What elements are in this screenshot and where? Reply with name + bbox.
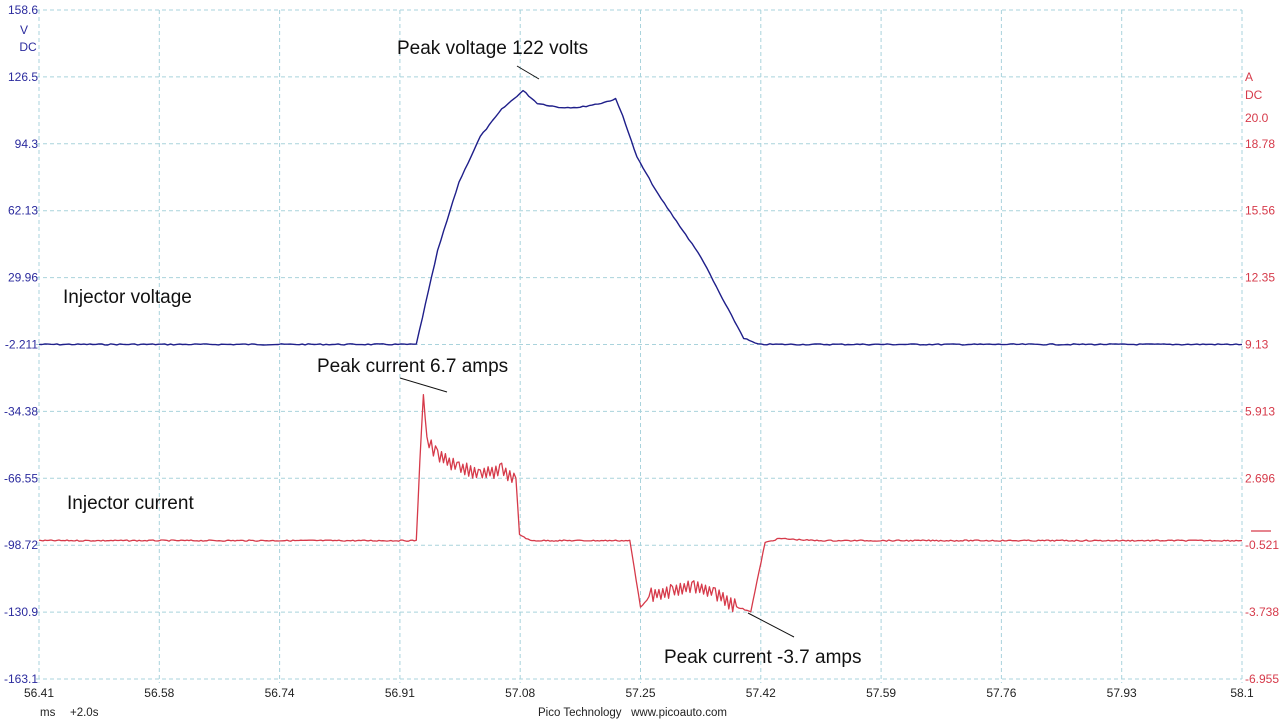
chart-grid	[36, 9, 1243, 683]
x-axis-tick-label: 57.08	[505, 686, 535, 700]
x-axis-tick-label: 58.1	[1230, 686, 1254, 700]
x-axis-tick-label: 57.42	[746, 686, 776, 700]
negative-peak-current-leader	[747, 612, 795, 638]
right-axis-tick-label: 12.35	[1245, 271, 1275, 285]
x-axis-tick-label: 57.93	[1107, 686, 1137, 700]
left-axis-tick-label: 158.6	[8, 3, 38, 17]
left-axis-tick-label: -2.211	[5, 338, 38, 352]
left-axis-ticks: 158.6 126.5 94.3 62.13 29.96 -2.211 -34.38 -66.…	[4, 3, 38, 686]
left-axis-tick-label: 126.5	[8, 70, 38, 84]
peak-voltage-leader	[516, 65, 540, 80]
left-axis-tick-label: 29.96	[8, 271, 38, 285]
x-axis-tick-label: 56.58	[144, 686, 174, 700]
right-axis-tick-label: -6.955	[1245, 672, 1279, 686]
right-axis-tick-label: 15.56	[1245, 204, 1275, 218]
left-axis-unit: V	[20, 23, 28, 37]
current-trace	[38, 394, 1243, 613]
left-axis-tick-label: 94.3	[15, 137, 39, 151]
right-axis-coupling: DC	[1245, 88, 1263, 102]
left-axis-tick-label: -163.1	[4, 672, 38, 686]
right-axis-tick-label: 5.913	[1245, 404, 1275, 418]
right-axis-tick-label: 18.78	[1245, 137, 1275, 151]
left-axis-tick-label: -34.38	[4, 404, 38, 418]
x-axis-tick-label: 57.59	[866, 686, 896, 700]
right-axis-tick-label: -3.738	[1245, 605, 1279, 619]
x-axis-tick-label: 57.25	[625, 686, 655, 700]
peak-current-leader	[399, 377, 448, 393]
x-axis-tick-label: 56.41	[24, 686, 54, 700]
peak-voltage-annotation: Peak voltage 122 volts	[397, 38, 588, 59]
right-axis-unit: A	[1245, 70, 1253, 84]
current-trace-label: Injector current	[67, 493, 194, 514]
right-axis-top-value: 20.0	[1245, 111, 1269, 125]
voltage-trace	[38, 89, 1243, 346]
peak-current-annotation: Peak current 6.7 amps	[317, 356, 508, 377]
left-axis-tick-label: -130.9	[4, 605, 38, 619]
left-axis-tick-label: 62.13	[8, 204, 38, 218]
left-axis-coupling: DC	[19, 40, 37, 54]
right-axis-tick-label: 2.696	[1245, 471, 1275, 485]
x-axis-tick-label: 56.74	[265, 686, 295, 700]
voltage-trace-label: Injector voltage	[63, 287, 192, 308]
negative-peak-current-annotation: Peak current -3.7 amps	[664, 647, 861, 668]
x-axis-offset: +2.0s	[70, 707, 99, 719]
right-axis-tick-label: 9.13	[1245, 338, 1269, 352]
x-axis-ticks: 56.41 56.58 56.74 56.91 57.08 57.25 57.42 57.59…	[24, 686, 1254, 700]
x-axis-unit: ms	[40, 707, 56, 719]
right-axis-tick-label: -0.521	[1245, 538, 1279, 552]
x-axis-tick-label: 56.91	[385, 686, 415, 700]
x-axis-tick-label: 57.76	[986, 686, 1016, 700]
left-axis-tick-label: -98.72	[4, 538, 38, 552]
footer-credit: Pico Technology www.picoauto.com	[538, 707, 727, 719]
left-axis-tick-label: -66.55	[4, 471, 38, 485]
right-axis-ticks: 18.78 15.56 12.35 9.13 5.913 2.696 -0.521 -3.73…	[1245, 137, 1279, 686]
